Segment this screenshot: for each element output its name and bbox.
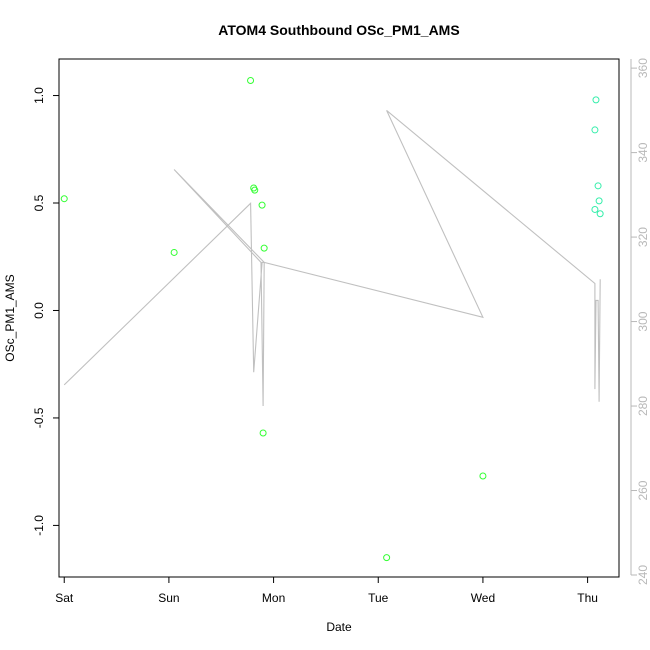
x-axis-ticks: Sat Sun Mon Tue Wed Thu (55, 577, 598, 605)
y-tick-label: 0.0 (32, 302, 46, 319)
data-point (170, 248, 178, 256)
y-axis-ticks: -1.0 -0.5 0.0 0.5 1.0 (32, 87, 59, 536)
y2-tick-label: 340 (636, 142, 650, 162)
x-tick-label: Tue (368, 591, 389, 605)
y2-tick-label: 300 (636, 311, 650, 331)
y2-tick-label: 320 (636, 227, 650, 247)
series-layer (60, 76, 604, 562)
data-point (383, 554, 391, 562)
y-tick-label: 1.0 (32, 87, 46, 104)
plot-frame (58, 58, 620, 578)
y-tick-label: 0.5 (32, 194, 46, 211)
data-point (60, 195, 68, 203)
y2-tick-label: 360 (636, 58, 650, 78)
data-point (259, 429, 267, 437)
data-point (595, 197, 603, 205)
x-tick-label: Mon (262, 591, 285, 605)
line-series-2 (63, 109, 601, 407)
x-tick-label: Wed (471, 591, 495, 605)
x-tick-label: Sat (55, 591, 74, 605)
y-axis-label: OSc_PM1_AMS (3, 274, 17, 361)
data-point (591, 126, 599, 134)
y-tick-label: -0.5 (32, 407, 46, 428)
x-axis-label: Date (326, 620, 352, 634)
x-tick-label: Sun (158, 591, 179, 605)
x-tick-label: Thu (577, 591, 598, 605)
right-axis-ticks: 240 260 280 300 320 340 360 (631, 58, 650, 585)
data-point (251, 186, 259, 194)
data-point (592, 96, 600, 104)
y-tick-label: -1.0 (32, 515, 46, 536)
y2-tick-label: 260 (636, 480, 650, 500)
data-point (594, 182, 602, 190)
chart-title: ATOM4 Southbound OSc_PM1_AMS (218, 22, 459, 38)
data-point (247, 76, 255, 84)
y2-tick-label: 280 (636, 396, 650, 416)
data-point (479, 472, 487, 480)
y2-tick-label: 240 (636, 565, 650, 585)
data-point (596, 210, 604, 218)
data-point (591, 205, 599, 213)
data-point (260, 244, 268, 252)
data-point (258, 201, 266, 209)
